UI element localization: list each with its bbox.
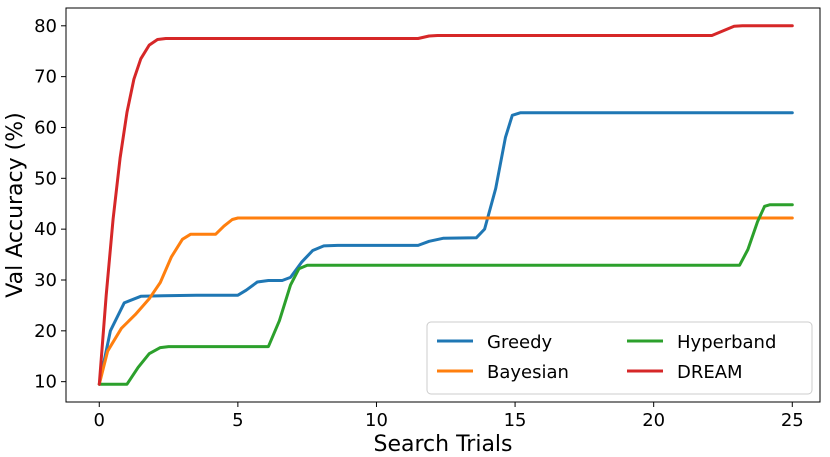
y-tick-label: 80: [34, 16, 57, 37]
x-tick-label: 10: [365, 410, 388, 431]
y-tick-label: 10: [34, 372, 57, 393]
y-tick-label: 30: [34, 270, 57, 291]
axes: 0 5 10 15 20 25 10 20 30 40 50 60 70 80: [34, 7, 821, 431]
legend-label-greedy: Greedy: [487, 332, 553, 353]
x-tick-label: 25: [781, 410, 804, 431]
series-lines: [97, 24, 794, 386]
series-line-hyperband: [97, 203, 794, 386]
series-line-bayesian: [97, 216, 794, 386]
y-tick-label: 70: [34, 67, 57, 88]
plot-frame: [65, 7, 821, 403]
x-tick-label: 20: [642, 410, 665, 431]
y-axis-label: Val Accuracy (%): [3, 112, 28, 297]
legend: Greedy Bayesian Hyperband DREAM: [426, 321, 813, 395]
x-axis-label: Search Trials: [374, 432, 513, 457]
series-line-greedy: [97, 111, 794, 386]
y-tick-label: 50: [34, 168, 57, 189]
legend-label-bayesian: Bayesian: [487, 362, 569, 383]
y-tick-label: 60: [34, 117, 57, 138]
x-tick-label: 5: [232, 410, 243, 431]
x-tick-label: 15: [504, 410, 527, 431]
legend-label-hyperband: Hyperband: [677, 332, 776, 353]
y-tick-label: 20: [34, 321, 57, 342]
legend-label-dream: DREAM: [677, 362, 743, 383]
series-line-dream: [97, 24, 794, 386]
x-tick-label: 0: [94, 410, 105, 431]
legend-box: [426, 321, 813, 395]
y-tick-label: 40: [34, 219, 57, 240]
